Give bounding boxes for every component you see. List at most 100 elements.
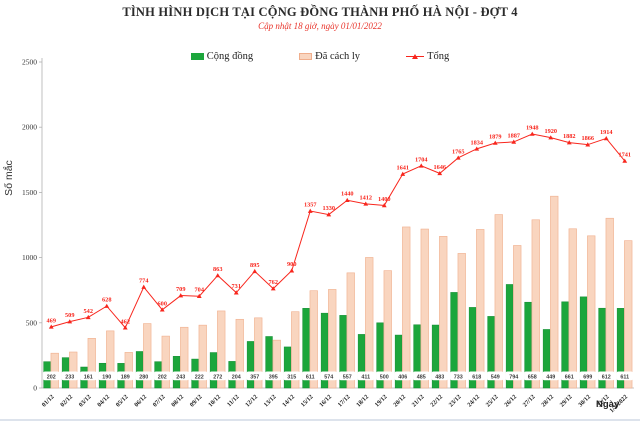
svg-text:628: 628	[102, 297, 111, 304]
svg-text:280: 280	[139, 374, 148, 380]
svg-text:1400: 1400	[378, 196, 391, 203]
svg-text:31/12: 31/12	[596, 393, 611, 408]
svg-text:1914: 1914	[600, 129, 613, 136]
svg-text:315: 315	[287, 374, 296, 380]
svg-text:900: 900	[287, 261, 296, 268]
svg-text:733: 733	[454, 374, 463, 380]
svg-text:483: 483	[435, 374, 444, 380]
svg-text:704: 704	[195, 287, 205, 294]
svg-text:600: 600	[158, 300, 167, 307]
svg-text:574: 574	[324, 374, 333, 380]
green-bar-swatch-icon	[190, 53, 204, 60]
svg-text:794: 794	[509, 374, 518, 380]
svg-text:1741: 1741	[618, 151, 631, 158]
svg-text:542: 542	[84, 308, 93, 315]
legend-item-cong-dong: Cộng đồng	[190, 51, 254, 62]
svg-text:02/12: 02/12	[59, 393, 74, 408]
svg-text:1500: 1500	[22, 188, 37, 197]
svg-text:18/12: 18/12	[355, 393, 370, 408]
svg-text:1866: 1866	[581, 135, 594, 142]
svg-text:469: 469	[47, 317, 56, 324]
svg-text:462: 462	[121, 318, 130, 325]
svg-text:774: 774	[139, 278, 149, 285]
svg-text:1704: 1704	[415, 156, 428, 163]
svg-text:658: 658	[528, 374, 537, 380]
svg-text:25/12: 25/12	[485, 393, 500, 408]
peach-bar-swatch-icon	[299, 53, 313, 60]
svg-text:27/12: 27/12	[522, 393, 537, 408]
svg-text:204: 204	[232, 374, 241, 380]
svg-text:863: 863	[213, 266, 222, 273]
svg-text:11/12: 11/12	[226, 393, 241, 408]
chart-title: TÌNH HÌNH DỊCH TẠI CỘNG ĐỒNG THÀNH PHỐ H…	[122, 5, 518, 19]
svg-text:731: 731	[232, 283, 241, 290]
svg-text:557: 557	[343, 374, 352, 380]
svg-text:0: 0	[33, 384, 37, 393]
svg-text:202: 202	[47, 374, 56, 380]
svg-text:23/12: 23/12	[448, 393, 463, 408]
svg-text:03/12: 03/12	[78, 393, 93, 408]
svg-text:1882: 1882	[563, 133, 576, 140]
svg-text:2000: 2000	[22, 123, 37, 132]
svg-text:762: 762	[269, 279, 278, 286]
svg-text:233: 233	[65, 374, 74, 380]
svg-text:395: 395	[269, 374, 278, 380]
svg-text:17/12: 17/12	[337, 393, 352, 408]
svg-text:1948: 1948	[526, 124, 539, 131]
svg-text:661: 661	[565, 374, 574, 380]
svg-text:1765: 1765	[452, 148, 465, 155]
svg-text:1834: 1834	[470, 139, 483, 146]
svg-text:26/12: 26/12	[503, 393, 518, 408]
svg-text:19/12: 19/12	[374, 393, 389, 408]
svg-text:30/12: 30/12	[577, 393, 592, 408]
svg-text:21/12: 21/12	[411, 393, 426, 408]
svg-text:29/12: 29/12	[559, 393, 574, 408]
svg-text:500: 500	[26, 318, 38, 327]
svg-text:272: 272	[213, 374, 222, 380]
svg-text:20/12: 20/12	[392, 393, 407, 408]
legend-item-da-cach-ly: Đã cách ly	[299, 51, 360, 62]
svg-text:190: 190	[102, 374, 111, 380]
svg-text:1920: 1920	[544, 128, 557, 135]
svg-text:1879: 1879	[489, 133, 502, 140]
svg-text:24/12: 24/12	[466, 393, 481, 408]
svg-text:1000: 1000	[22, 253, 37, 262]
svg-text:485: 485	[417, 374, 426, 380]
svg-text:509: 509	[65, 312, 74, 319]
svg-text:08/12: 08/12	[170, 393, 185, 408]
legend-label: Đã cách ly	[315, 51, 361, 62]
chart-subtitle: Cập nhật 18 giờ, ngày 01/01/2022	[258, 21, 382, 31]
svg-text:09/12: 09/12	[189, 393, 204, 408]
svg-text:612: 612	[602, 374, 611, 380]
svg-text:07/12: 07/12	[152, 393, 167, 408]
svg-text:2500: 2500	[22, 58, 37, 67]
svg-text:618: 618	[472, 374, 481, 380]
svg-text:1440: 1440	[341, 191, 354, 198]
svg-text:611: 611	[620, 374, 629, 380]
svg-text:549: 549	[491, 374, 500, 380]
svg-text:22/12: 22/12	[429, 393, 444, 408]
svg-text:14/12: 14/12	[281, 393, 296, 408]
svg-text:28/12: 28/12	[540, 393, 555, 408]
svg-text:243: 243	[176, 374, 185, 380]
svg-text:13/12: 13/12	[263, 393, 278, 408]
bottom-divider	[0, 419, 640, 421]
svg-text:611: 611	[306, 374, 315, 380]
svg-text:06/12: 06/12	[133, 393, 148, 408]
svg-text:1412: 1412	[359, 194, 372, 201]
legend-item-tong: Tổng	[406, 51, 449, 62]
svg-text:1330: 1330	[322, 205, 335, 212]
svg-text:709: 709	[176, 286, 185, 293]
svg-text:161: 161	[84, 374, 93, 380]
svg-text:15/12: 15/12	[300, 393, 315, 408]
svg-text:500: 500	[380, 374, 389, 380]
svg-text:406: 406	[398, 374, 407, 380]
svg-text:05/12: 05/12	[115, 393, 130, 408]
svg-text:699: 699	[583, 374, 592, 380]
legend-label: Cộng đồng	[206, 51, 254, 62]
svg-text:1646: 1646	[433, 164, 446, 171]
svg-text:357: 357	[250, 374, 259, 380]
svg-text:16/12: 16/12	[318, 393, 333, 408]
